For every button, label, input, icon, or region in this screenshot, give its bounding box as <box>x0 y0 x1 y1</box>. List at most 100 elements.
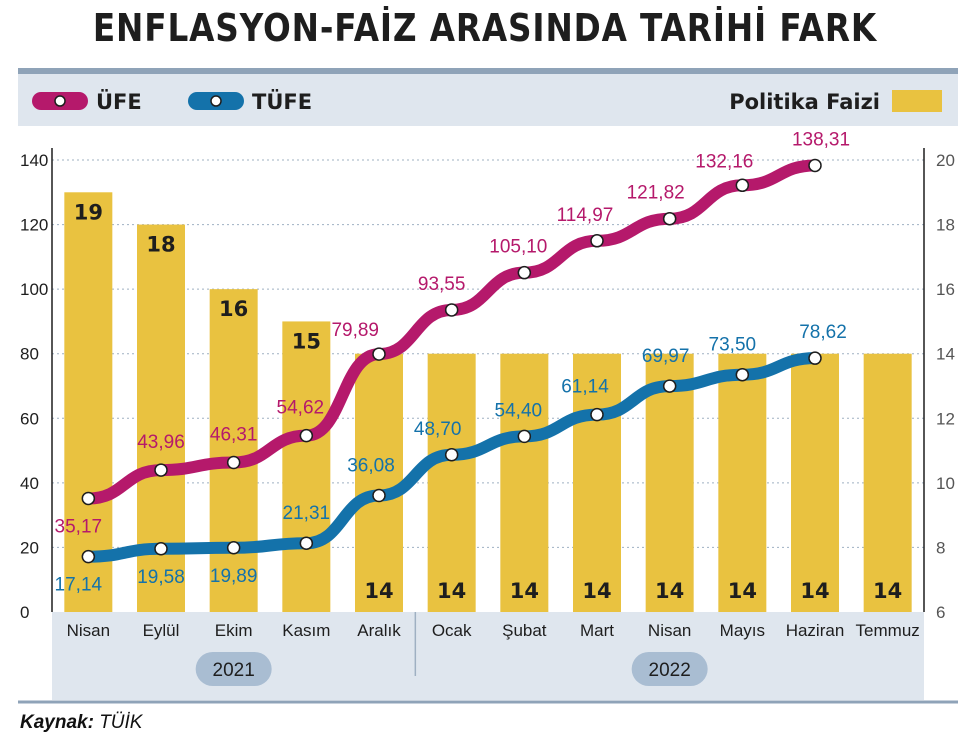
series-lines <box>81 158 822 564</box>
data-label: 35,17 <box>55 516 103 537</box>
bar-label: 14 <box>873 579 902 603</box>
data-labels: 19 18 16 15 14 14 14 14 14 14 14 14 35,17 43,96 46,31 5… <box>55 129 903 603</box>
legend-band <box>18 74 958 126</box>
data-point <box>662 379 677 393</box>
legend-tufe-label: TÜFE <box>252 89 312 114</box>
bar <box>209 289 258 612</box>
data-label: 114,97 <box>557 205 614 226</box>
data-point <box>444 448 459 462</box>
left-tick-label: 140 <box>20 151 48 170</box>
source-value: TÜİK <box>99 712 143 733</box>
bar-label: 14 <box>510 579 539 603</box>
data-label: 19,58 <box>137 567 185 588</box>
bar-label: 14 <box>728 579 757 603</box>
data-label: 93,55 <box>418 274 466 295</box>
left-tick-label: 100 <box>20 280 48 299</box>
data-point <box>154 463 168 477</box>
bar-label: 14 <box>800 579 829 603</box>
data-label: 54,40 <box>495 400 543 421</box>
bar <box>282 321 331 612</box>
bar <box>718 353 767 612</box>
source-note: Kaynak: TÜİK <box>20 712 142 734</box>
right-tick-label: 20 <box>936 151 955 170</box>
bar <box>500 353 549 612</box>
category-label: Mayıs <box>720 621 765 640</box>
right-tick-label: 12 <box>936 409 955 428</box>
category-label: Eylül <box>143 621 180 640</box>
bar <box>645 353 694 612</box>
bar <box>64 192 113 613</box>
data-point <box>299 428 314 443</box>
data-label: 69,97 <box>642 346 690 367</box>
data-point <box>154 542 168 556</box>
data-point <box>226 541 241 555</box>
right-tick-label: 8 <box>936 538 945 557</box>
category-label: Kasım <box>282 621 330 640</box>
data-point <box>299 536 314 550</box>
data-label: 73,50 <box>709 335 757 356</box>
legend: ÜFE TÜFE Politika Faizi <box>32 89 942 114</box>
data-point <box>372 347 386 361</box>
category-label: Ocak <box>432 621 472 640</box>
bar <box>573 353 621 612</box>
left-tick-label: 0 <box>20 603 29 622</box>
category-band <box>52 612 924 700</box>
right-tick-label: 6 <box>936 603 945 622</box>
data-label: 17,14 <box>55 575 103 596</box>
data-point <box>226 455 241 470</box>
right-tick-label: 10 <box>936 474 955 493</box>
left-tick-label: 40 <box>20 474 39 493</box>
category-label: Ekim <box>215 621 253 640</box>
category-label: Nisan <box>67 621 110 640</box>
data-label: 61,14 <box>561 377 609 398</box>
data-point <box>590 234 604 248</box>
bar <box>427 353 476 612</box>
data-point <box>808 158 822 173</box>
data-label: 105,10 <box>489 237 547 258</box>
data-point <box>517 429 532 444</box>
legend-ufe-marker <box>54 95 66 107</box>
bar-label: 14 <box>437 579 466 603</box>
legend-rate-swatch <box>892 90 942 112</box>
legend-ufe-label: ÜFE <box>96 89 142 114</box>
bar-label: 14 <box>655 579 684 603</box>
year-pill <box>195 652 272 686</box>
data-label: 138,31 <box>792 129 850 150</box>
bar-label: 15 <box>292 329 321 353</box>
data-label: 36,08 <box>347 456 395 477</box>
data-label: 21,31 <box>283 503 331 524</box>
data-point <box>81 491 96 506</box>
data-label: 78,62 <box>799 322 847 343</box>
data-point <box>735 367 750 382</box>
right-tick-label: 18 <box>936 216 955 235</box>
data-point <box>444 303 459 317</box>
category-label: Temmuz <box>856 621 920 640</box>
data-point <box>517 265 532 280</box>
header-bar <box>18 68 958 74</box>
left-tick-label: 120 <box>20 216 48 235</box>
bar-label: 14 <box>364 579 393 603</box>
bar-label: 16 <box>219 297 248 321</box>
axes: 0 20 40 60 80 100 120 140 6 8 10 12 14 16 18 20 Nisan Eyl… <box>20 148 955 686</box>
right-tick-label: 14 <box>936 345 955 364</box>
bar <box>791 353 839 612</box>
category-label: Mart <box>580 621 614 640</box>
bar-label: 14 <box>582 579 611 603</box>
data-label: 19,89 <box>210 566 258 587</box>
left-tick-label: 60 <box>20 409 39 428</box>
data-label: 46,31 <box>210 424 258 445</box>
data-label: 132,16 <box>695 151 753 172</box>
bar <box>355 353 403 612</box>
data-label: 121,82 <box>627 183 685 204</box>
data-label: 79,89 <box>331 320 379 341</box>
left-tick-label: 80 <box>20 345 39 364</box>
data-label: 48,70 <box>414 419 462 440</box>
right-tick-label: 16 <box>936 280 955 299</box>
data-point <box>81 549 96 564</box>
year-label: 2021 <box>213 660 255 681</box>
data-point <box>735 178 750 193</box>
year-label: 2022 <box>649 660 691 681</box>
legend-rate-label: Politika Faizi <box>729 90 880 114</box>
category-label: Nisan <box>648 621 691 640</box>
